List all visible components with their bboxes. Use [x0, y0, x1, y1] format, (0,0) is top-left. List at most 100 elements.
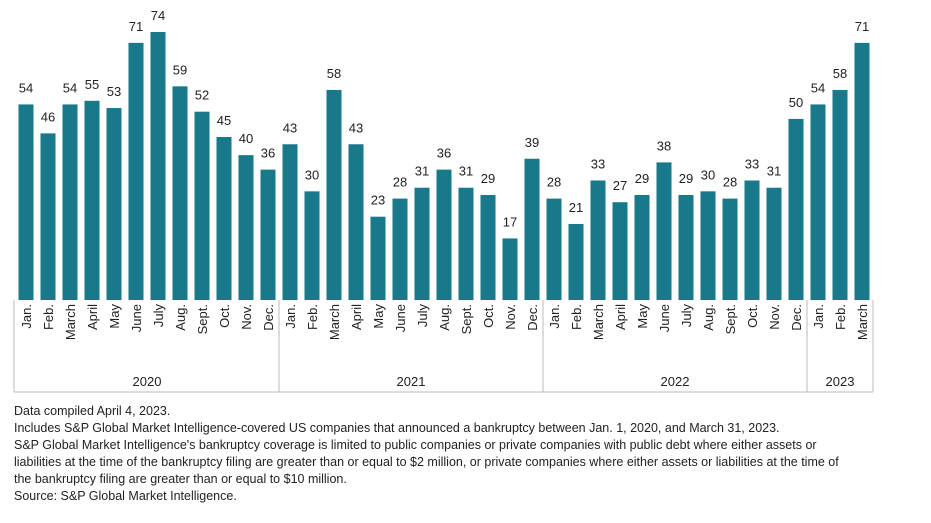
x-tick-label: July — [415, 304, 430, 328]
bar — [194, 111, 210, 300]
group-label: 2023 — [826, 374, 855, 389]
x-tick-label: April — [613, 304, 628, 330]
chart: 54 Jan. 46 Feb. 54 March 55 April 53 May 71 June 74 J… — [13, 8, 874, 393]
x-tick-label: May — [635, 304, 650, 329]
x-tick-label: March — [63, 304, 78, 340]
x-tick-label: Jan. — [811, 304, 826, 329]
x-tick-label: Sept. — [459, 304, 474, 334]
x-tick-label: Dec. — [525, 304, 540, 331]
value-label: 52 — [195, 88, 209, 103]
bar — [854, 42, 870, 300]
bar — [524, 158, 540, 300]
x-tick-label: June — [393, 304, 408, 332]
x-tick-label: Feb. — [569, 304, 584, 330]
bar — [634, 194, 650, 300]
bar — [370, 216, 386, 300]
bar — [62, 104, 78, 300]
x-tick-label: Feb. — [41, 304, 56, 330]
value-label: 30 — [305, 167, 319, 182]
bar — [656, 162, 672, 300]
x-tick-label: May — [107, 304, 122, 329]
bar — [436, 169, 452, 300]
bar — [40, 133, 56, 300]
bar — [260, 169, 276, 300]
value-label: 53 — [107, 84, 121, 99]
bar — [480, 194, 496, 300]
bar — [238, 155, 254, 300]
bar — [832, 89, 848, 300]
value-label: 23 — [371, 193, 385, 208]
footnote: Includes S&P Global Market Intelligence-… — [14, 421, 780, 435]
x-tick-label: Nov. — [503, 304, 518, 330]
value-label: 28 — [393, 175, 407, 190]
bar — [150, 32, 166, 300]
x-tick-label: June — [657, 304, 672, 332]
bar — [678, 194, 694, 300]
value-label: 33 — [745, 156, 759, 171]
value-label: 54 — [19, 80, 33, 95]
x-tick-label: Nov. — [767, 304, 782, 330]
value-label: 36 — [261, 146, 275, 161]
x-tick-label: Nov. — [239, 304, 254, 330]
bar — [546, 198, 562, 300]
value-label: 58 — [327, 66, 341, 81]
value-label: 74 — [151, 8, 165, 23]
value-label: 17 — [503, 214, 517, 229]
x-tick-label: April — [85, 304, 100, 330]
x-tick-label: May — [371, 304, 386, 329]
bar — [348, 144, 364, 300]
bar — [282, 144, 298, 300]
x-tick-label: March — [591, 304, 606, 340]
footnotes: Data compiled April 4, 2023. Includes S&… — [14, 403, 844, 505]
bar — [128, 42, 144, 300]
value-label: 55 — [85, 77, 99, 92]
x-tick-label: Oct. — [481, 304, 496, 328]
value-label: 38 — [657, 138, 671, 153]
bar — [568, 223, 584, 300]
value-label: 58 — [833, 66, 847, 81]
bar — [590, 180, 606, 300]
value-label: 46 — [41, 109, 55, 124]
x-tick-label: June — [129, 304, 144, 332]
bar — [458, 187, 474, 300]
value-label: 21 — [569, 200, 583, 215]
bar — [612, 202, 628, 300]
bar — [326, 89, 342, 300]
x-tick-label: July — [151, 304, 166, 328]
value-label: 40 — [239, 131, 253, 146]
bar — [106, 108, 122, 301]
bar — [788, 118, 804, 301]
x-tick-label: Dec. — [789, 304, 804, 331]
bar — [502, 238, 518, 300]
x-tick-label: July — [679, 304, 694, 328]
x-tick-label: Oct. — [745, 304, 760, 328]
value-label: 33 — [591, 156, 605, 171]
value-label: 31 — [767, 164, 781, 179]
value-label: 59 — [173, 62, 187, 77]
value-label: 39 — [525, 135, 539, 150]
x-tick-label: Aug. — [173, 304, 188, 331]
bar — [744, 180, 760, 300]
bar — [216, 137, 232, 300]
value-label: 29 — [481, 171, 495, 186]
value-label: 31 — [459, 164, 473, 179]
group-label: 2022 — [661, 374, 690, 389]
bar — [766, 187, 782, 300]
x-tick-label: Feb. — [833, 304, 848, 330]
bar — [84, 100, 100, 300]
value-label: 29 — [635, 171, 649, 186]
value-label: 71 — [855, 19, 869, 34]
value-label: 54 — [63, 80, 77, 95]
bar — [18, 104, 34, 300]
group-label: 2020 — [133, 374, 162, 389]
bar — [172, 86, 188, 300]
value-label: 45 — [217, 113, 231, 128]
value-label: 54 — [811, 80, 825, 95]
x-tick-label: Feb. — [305, 304, 320, 330]
x-tick-label: Aug. — [437, 304, 452, 331]
value-label: 43 — [283, 120, 297, 135]
value-label: 31 — [415, 164, 429, 179]
x-tick-label: Sept. — [723, 304, 738, 334]
bar — [392, 198, 408, 300]
x-tick-label: Dec. — [261, 304, 276, 331]
